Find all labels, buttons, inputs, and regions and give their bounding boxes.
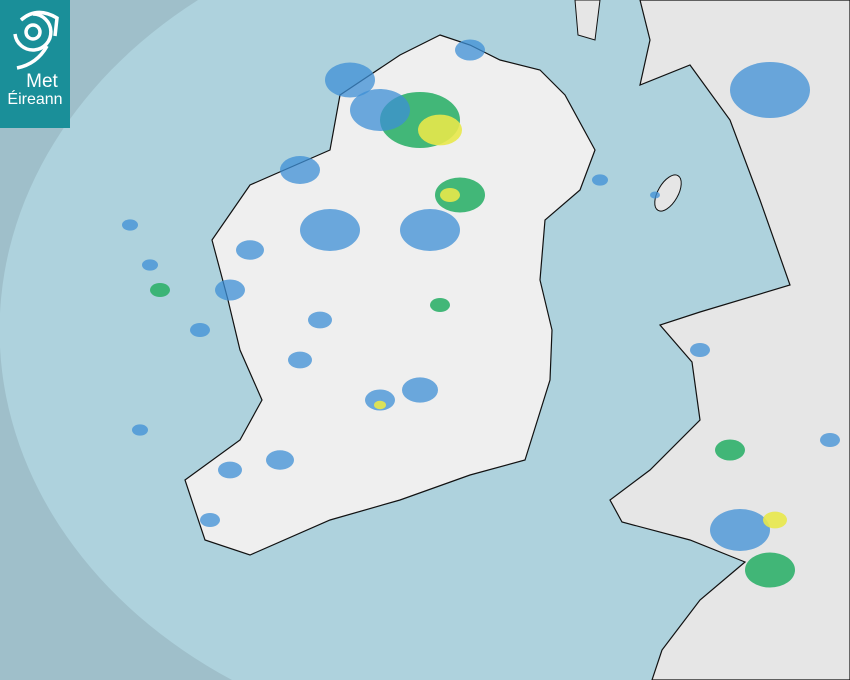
rain-echo bbox=[350, 89, 410, 131]
rain-echo bbox=[236, 240, 264, 260]
rain-echo bbox=[365, 389, 395, 411]
met-eireann-logo: Met Éireann bbox=[0, 0, 70, 128]
rain-echo bbox=[650, 191, 660, 199]
rain-echo bbox=[745, 552, 795, 588]
rain-echo bbox=[440, 188, 460, 202]
rain-echo bbox=[418, 114, 462, 146]
rain-echo bbox=[592, 174, 608, 186]
rain-echo bbox=[266, 450, 294, 470]
rain-layer bbox=[122, 39, 840, 588]
rain-echo bbox=[308, 311, 332, 329]
rain-echo bbox=[690, 343, 710, 357]
logo-text-met: Met bbox=[26, 71, 58, 92]
rain-echo bbox=[215, 279, 245, 301]
rain-echo bbox=[200, 513, 220, 527]
rain-echo bbox=[122, 219, 138, 231]
rain-echo bbox=[820, 433, 840, 447]
spiral-logo-icon bbox=[13, 10, 59, 70]
land-isle-of-man bbox=[654, 174, 682, 212]
rain-echo bbox=[402, 377, 438, 403]
rain-echo bbox=[300, 209, 360, 251]
land-kintyre bbox=[574, 0, 601, 41]
rain-echo bbox=[715, 439, 745, 461]
rain-echo bbox=[400, 209, 460, 251]
land-ireland bbox=[184, 34, 596, 556]
rain-echo bbox=[288, 351, 312, 369]
rain-echo bbox=[142, 259, 158, 271]
rain-echo bbox=[455, 39, 485, 61]
rain-echo bbox=[710, 509, 770, 551]
rain-echo bbox=[150, 283, 170, 297]
rain-echo bbox=[763, 511, 787, 529]
rain-echo bbox=[430, 298, 450, 312]
rain-echo bbox=[325, 62, 375, 98]
land-great-britain bbox=[609, 0, 850, 680]
logo-text-eireann: Éireann bbox=[7, 91, 63, 108]
rain-echo bbox=[132, 424, 148, 436]
rain-echo bbox=[374, 400, 386, 410]
rain-echo bbox=[190, 323, 210, 337]
rain-echo bbox=[730, 62, 810, 118]
rain-echo bbox=[218, 461, 242, 479]
rain-echo bbox=[280, 156, 320, 184]
